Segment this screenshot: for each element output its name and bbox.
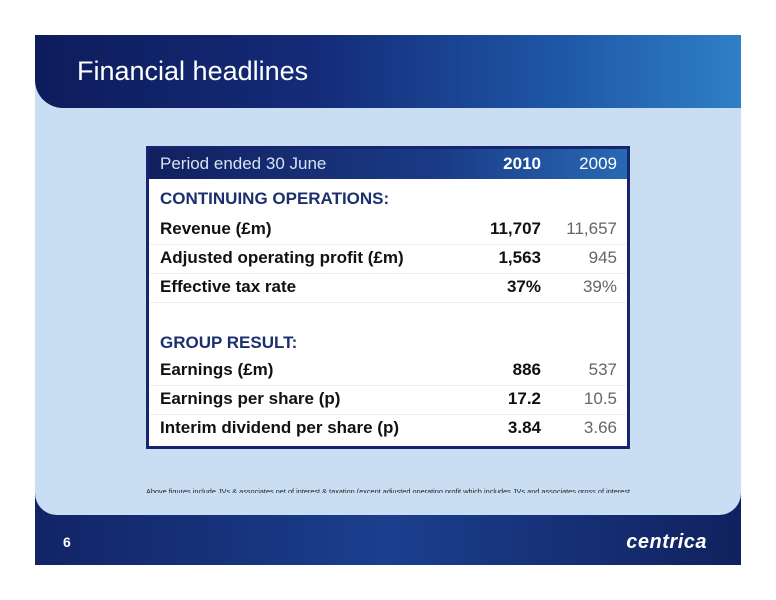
period-label: Period ended 30 June bbox=[160, 154, 327, 173]
value-2009: 3.66 bbox=[583, 418, 617, 437]
table-row: Interim dividend per share (p) 3.84 3.66 bbox=[149, 415, 627, 443]
value-2009: 39% bbox=[582, 277, 617, 296]
value-2010: 37% bbox=[506, 277, 541, 296]
row-label: Earnings per share (p) bbox=[160, 389, 341, 408]
row-label: Effective tax rate bbox=[160, 277, 297, 296]
value-2009: 11,657 bbox=[566, 219, 617, 238]
value-2009: 10.5 bbox=[583, 389, 617, 408]
financial-table: Period ended 30 June 2010 2009 CONTINUIN… bbox=[146, 146, 630, 449]
value-2009: 537 bbox=[588, 360, 617, 379]
table-row: Adjusted operating profit (£m) 1,563 945 bbox=[149, 245, 627, 274]
footer-curve bbox=[35, 493, 741, 515]
row-label: Interim dividend per share (p) bbox=[160, 418, 399, 437]
col-2009-header: 2009 bbox=[579, 154, 617, 173]
value-2010: 886 bbox=[512, 360, 541, 379]
value-2010: 11,707 bbox=[489, 219, 541, 238]
table-header: Period ended 30 June 2010 2009 bbox=[149, 149, 627, 179]
page-number: 6 bbox=[63, 534, 71, 550]
row-label: Revenue (£m) bbox=[160, 219, 272, 238]
col-2010-header: 2010 bbox=[503, 154, 541, 173]
slide-header: Financial headlines bbox=[35, 35, 741, 108]
row-label: Earnings (£m) bbox=[160, 360, 274, 379]
value-2010: 1,563 bbox=[498, 248, 541, 267]
value-2010: 3.84 bbox=[507, 418, 541, 437]
slide: Financial headlines Period ended 30 June… bbox=[35, 35, 741, 565]
continuing-operations-heading: CONTINUING OPERATIONS: bbox=[160, 189, 390, 208]
value-2009: 945 bbox=[588, 248, 617, 267]
row-label: Adjusted operating profit (£m) bbox=[160, 248, 404, 267]
table-row: Earnings per share (p) 17.2 10.5 bbox=[149, 386, 627, 415]
table-row: Earnings (£m) 886 537 bbox=[149, 357, 627, 386]
group-result-heading: GROUP RESULT: bbox=[160, 333, 298, 352]
slide-title: Financial headlines bbox=[77, 56, 309, 86]
slide-footer: 6 centrica bbox=[35, 515, 741, 565]
value-2010: 17.2 bbox=[507, 389, 541, 408]
centrica-logo: centrica bbox=[626, 531, 707, 553]
table-row: Revenue (£m) 11,707 11,657 bbox=[149, 216, 627, 245]
table-row: Effective tax rate 37% 39% bbox=[149, 274, 627, 303]
